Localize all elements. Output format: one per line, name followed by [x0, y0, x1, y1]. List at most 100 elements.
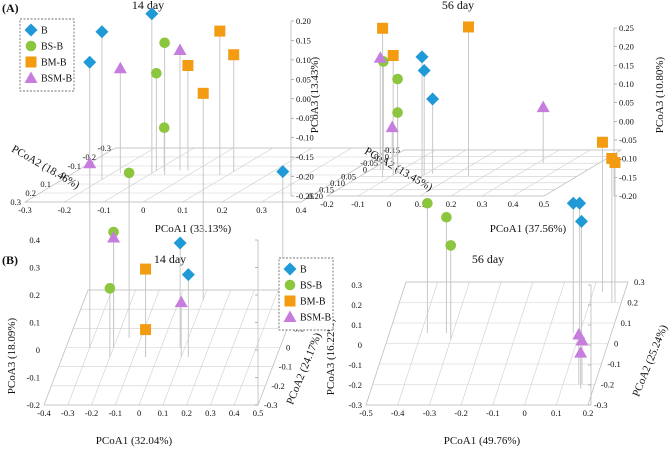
x-tick-label: 0	[141, 205, 145, 215]
point-b-diamond	[95, 25, 109, 39]
x-tick-label: -0.3	[18, 205, 31, 215]
x-axis-label: PCoA1 (33.13%)	[155, 223, 232, 235]
point-bsm-b-triangle	[575, 334, 589, 346]
z-tick-label: 0	[358, 340, 362, 350]
x-tick-label: 0.2	[583, 408, 594, 418]
legend-marker-b	[24, 23, 38, 37]
plot-title: 14 day	[154, 252, 186, 266]
x-tick-label: -0.1	[97, 205, 110, 215]
x-tick-label: -0.2	[454, 408, 467, 418]
point-bsm-b-triangle	[83, 156, 97, 169]
z-tick-label: -0.15	[619, 172, 637, 182]
y-tick-label: 0.05	[341, 171, 356, 181]
y-tick-label: 0.3	[634, 277, 645, 287]
z-tick-label: 0.20	[296, 16, 311, 26]
y-tick-label: 0.1	[40, 179, 51, 189]
floor-grid	[24, 147, 392, 203]
point-b-diamond	[417, 63, 431, 77]
grid-line-x	[388, 149, 467, 197]
grid-line-x	[481, 149, 560, 197]
point-bsm-b-triangle	[107, 231, 121, 243]
z-tick-label: 0	[36, 345, 40, 355]
z-tick-label: 0.20	[619, 42, 634, 52]
legend-marker-bsm-b	[24, 71, 38, 83]
z-tick-label: -0.25	[296, 191, 314, 201]
z-tick-label: 0.1	[29, 318, 40, 328]
y-tick-label: -0.1	[279, 362, 292, 372]
x-tick-label: 0.3	[256, 205, 267, 215]
x-tick-label: -0.1	[351, 199, 364, 209]
z-tick-label: 0.2	[351, 300, 362, 310]
z-tick-label: 0.15	[296, 35, 311, 45]
point-bs-b-circle	[104, 283, 116, 294]
point-b-diamond	[426, 92, 440, 106]
x-tick-label: 0.2	[446, 199, 457, 209]
point-bsm-b-triangle	[113, 61, 127, 74]
plot-title: 56 day	[442, 0, 474, 12]
z-tick-label: 0.4	[29, 235, 40, 245]
legend-label-bs-b: BS-B	[300, 281, 323, 292]
point-bsm-b-triangle	[373, 51, 387, 63]
y-tick-label: -0.1	[607, 359, 620, 369]
z-tick-label: -0.1	[349, 360, 362, 370]
pcoa-plot-b-56-day: -0.5 -0.4 -0.3 -0.2 -0.1 0 0.1 0.2-0.3-0.2-0.10…	[325, 136, 669, 447]
z-tick-label: -0.15	[296, 152, 314, 162]
point-bm-b-square	[377, 22, 389, 34]
x-tick-label: -0.3	[61, 408, 74, 418]
legend-label-b: B	[300, 265, 307, 276]
y-tick-label: -0.1	[68, 161, 81, 171]
legend-label-bm-b: BM-B	[41, 58, 67, 69]
floor-outline	[325, 149, 623, 197]
x-tick-label: -0.4	[37, 408, 51, 418]
point-bsm-b-triangle	[574, 346, 588, 358]
point-bs-b-circle	[392, 73, 403, 85]
legend-b: B BS-B BM-B BSM-B	[278, 257, 334, 331]
point-bm-b-square	[228, 49, 240, 61]
x-tick-label: 0.2	[181, 408, 192, 418]
point-bm-b-square	[596, 136, 608, 148]
legend-label-b: B	[41, 26, 48, 37]
x-tick-label: 0.5	[253, 408, 264, 418]
y-tick-label: 0.2	[25, 188, 36, 198]
z-tick-label: -0.10	[296, 133, 314, 143]
point-bm-b-square	[463, 21, 474, 33]
point-bs-b-circle	[392, 107, 403, 118]
x-tick-label: 0	[137, 408, 141, 418]
x-tick-label: -0.3	[423, 408, 436, 418]
point-b-diamond	[173, 236, 187, 250]
z-tick-label: -0.10	[619, 154, 637, 164]
grid-line-x	[450, 149, 529, 197]
y-tick-label: 0.1	[621, 318, 632, 328]
legend-label-bm-b: BM-B	[300, 297, 326, 308]
x-tick-label: 0	[387, 199, 391, 209]
z-tick-label: 0.00	[619, 116, 634, 126]
point-bm-b-square	[214, 25, 226, 37]
y-tick-label: 0	[286, 343, 290, 353]
y-tick-label: 0.10	[330, 178, 345, 188]
x-tick-label: 0.3	[205, 408, 216, 418]
point-bsm-b-triangle	[173, 43, 187, 55]
legend-marker-bsm-b	[283, 310, 297, 322]
y-tick-label: 0.15	[319, 184, 334, 194]
y-tick-label: 0.20	[308, 191, 323, 201]
y-tick-label: -0.2	[601, 380, 614, 390]
x-tick-label: 0.1	[551, 408, 562, 418]
x-tick-label: -0.2	[58, 205, 71, 215]
z-tick-label: -0.1	[27, 373, 40, 383]
x-tick-label: 0.2	[217, 205, 228, 215]
pcoa-plot-a-56-day: -0.2-0.100.10.20.30.40.5-0.15-0.10-0.050…	[308, 0, 666, 235]
z-tick-label: -0.20	[296, 172, 314, 182]
y-tick-label: 0	[363, 165, 367, 175]
point-bs-b-circle	[151, 67, 162, 79]
point-bs-b-circle	[422, 197, 433, 209]
point-bsm-b-triangle	[174, 295, 188, 308]
x-tick-label: 0.1	[158, 408, 169, 418]
z-tick-label: 0.2	[29, 290, 40, 300]
point-bm-b-square	[387, 50, 399, 62]
plot-title: 56 day	[472, 252, 504, 266]
point-bsm-b-triangle	[385, 120, 399, 133]
point-bs-b-circle	[159, 37, 170, 49]
z-axis-label: PCoA3 (13.43%)	[309, 56, 321, 133]
z-axis-label: PCoA3 (18.09%)	[6, 317, 18, 394]
z-tick-label: -0.20	[619, 191, 637, 201]
